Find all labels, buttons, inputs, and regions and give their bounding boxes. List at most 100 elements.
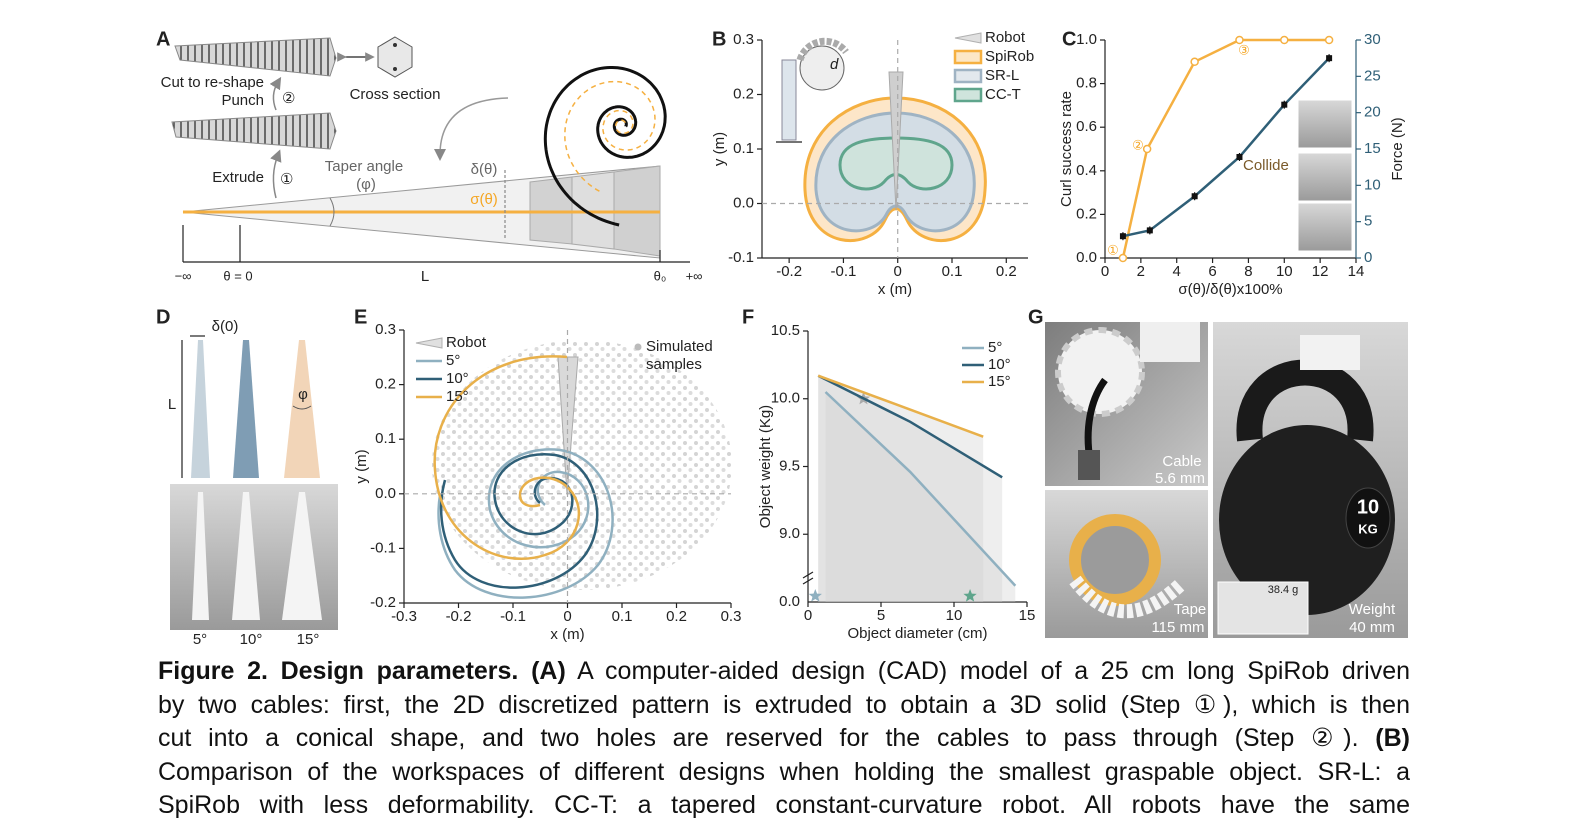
- tape-label: Tape: [1174, 601, 1207, 618]
- caption-text: SpiRob with less deformability. CC-T: a …: [158, 791, 1410, 819]
- caption-bold: Figure 2. Design parameters. (A): [158, 657, 566, 685]
- extruded-block: [171, 112, 337, 150]
- x-tick-label: 10: [946, 607, 963, 624]
- y-tick-label: 0.1: [733, 140, 754, 157]
- x-tick-label: 10: [1276, 263, 1293, 280]
- arrow: [270, 149, 282, 199]
- legend-icon: [954, 32, 982, 44]
- taper-10: [233, 340, 259, 478]
- y-tick-label: 0.6: [1076, 118, 1097, 135]
- series-line: [1122, 57, 1331, 238]
- y2-axis-label: Force (N): [1389, 117, 1406, 180]
- x-tick-label: 4: [1173, 263, 1181, 280]
- cross-section-label: Cross section: [350, 86, 441, 103]
- x-tick-label: 0.2: [666, 608, 687, 625]
- x-tick-label: -0.2: [446, 608, 472, 625]
- x-tick-label: 0: [1101, 263, 1109, 280]
- legend-icon: [953, 49, 983, 65]
- x-tick-label: -0.2: [776, 263, 802, 280]
- x-axis-label: x (m): [550, 626, 584, 643]
- angle-label: 10°: [240, 631, 263, 648]
- legend-label: SpiRob: [985, 48, 1034, 65]
- y-tick-label: 0.1: [375, 430, 396, 447]
- legend-label: samples: [646, 356, 702, 373]
- legend-icon: [415, 337, 443, 349]
- x-tick-label: 2: [1137, 263, 1145, 280]
- annotation: ③: [1238, 42, 1250, 57]
- tape-size: 115 mm: [1151, 619, 1204, 636]
- annotation: Collide: [1243, 157, 1289, 174]
- inset-segments: [796, 37, 849, 62]
- caption-line: Figure 2. Design parameters. (A) A compu…: [158, 655, 1410, 689]
- caption-text: Comparison of the workspaces of differen…: [158, 757, 1410, 786]
- cut-label: Cut to re-shape: [161, 74, 264, 91]
- x-axis-label: σ(θ)/δ(θ)x100%: [1178, 281, 1282, 298]
- panel-label: C: [1062, 28, 1076, 50]
- angle-label: 5°: [193, 631, 207, 648]
- angle-arc: [329, 197, 335, 227]
- y2-tick-label: 30: [1364, 31, 1381, 48]
- arrow: [269, 76, 282, 111]
- point: [1280, 35, 1289, 45]
- extrude-label: Extrude: [212, 169, 264, 186]
- gear: [1055, 327, 1145, 417]
- usb: [1078, 450, 1100, 480]
- point: [1146, 227, 1153, 234]
- y-axis-label: y (m): [353, 449, 370, 483]
- panel-label: F: [742, 306, 754, 328]
- inset-photo: [1297, 152, 1353, 202]
- legend-icon: [634, 343, 642, 351]
- x-tick-label: 14: [1348, 263, 1365, 280]
- y-tick-label: 0.2: [733, 85, 754, 102]
- shade: [818, 375, 1003, 602]
- spiral-15: [433, 355, 581, 560]
- x-tick-label: 0: [804, 607, 812, 624]
- x-tick-label: 0.3: [721, 608, 742, 625]
- scale-reading: 38.4 g: [1268, 584, 1299, 596]
- shade: [825, 391, 1016, 602]
- star: [808, 589, 822, 602]
- caption: Figure 2. Design parameters. (A) A compu…: [158, 655, 1410, 823]
- inset-scale: [1217, 581, 1309, 635]
- inset-label: d: [830, 56, 839, 73]
- neg-inf: −∞: [175, 268, 192, 283]
- y2-tick-label: 25: [1364, 67, 1381, 84]
- x-tick-label: -0.1: [500, 608, 526, 625]
- y2-tick-label: 15: [1364, 140, 1381, 157]
- y-tick-label: 9.0: [779, 525, 800, 542]
- legend-icon: [953, 68, 983, 84]
- spiral-5: [437, 448, 614, 599]
- point: [1118, 253, 1128, 263]
- delta-label: δ(θ): [471, 161, 498, 178]
- point: [1326, 55, 1333, 62]
- legend-label: 5°: [446, 352, 460, 369]
- star: [963, 589, 977, 602]
- theta-zero: θ = 0: [223, 268, 252, 283]
- point: [1236, 153, 1243, 160]
- figure: A Cross section Cut to re-shape Punch ② …: [156, 28, 1408, 648]
- y-tick-label: -0.2: [370, 594, 396, 611]
- taper-label: Taper angle: [325, 158, 403, 175]
- inset-circle: [799, 45, 845, 91]
- hole: [393, 43, 397, 47]
- x-tick-label: -0.3: [391, 608, 417, 625]
- hexagon: [377, 36, 413, 78]
- y2-tick-label: 5: [1364, 213, 1372, 230]
- y-tick-label: 0.3: [733, 31, 754, 48]
- point: [1281, 101, 1288, 108]
- y-axis-label: y (m): [711, 132, 728, 166]
- series-line: [1121, 38, 1330, 259]
- spiral: [543, 66, 667, 227]
- sigma-label: σ(θ): [470, 191, 498, 208]
- y-tick-label: -0.1: [370, 539, 396, 556]
- extruded-bar: [174, 37, 337, 77]
- panel-label: B: [712, 28, 726, 50]
- shade: [818, 375, 984, 602]
- length-label: L: [421, 268, 429, 285]
- caption-line: Comparison of the workspaces of differen…: [158, 756, 1410, 790]
- y-tick-label: 10.5: [771, 322, 800, 339]
- point: [1190, 57, 1199, 67]
- x-tick-label: 0.1: [612, 608, 633, 625]
- y2-tick-label: 10: [1364, 176, 1381, 193]
- y-tick-label: 0.0: [779, 593, 800, 610]
